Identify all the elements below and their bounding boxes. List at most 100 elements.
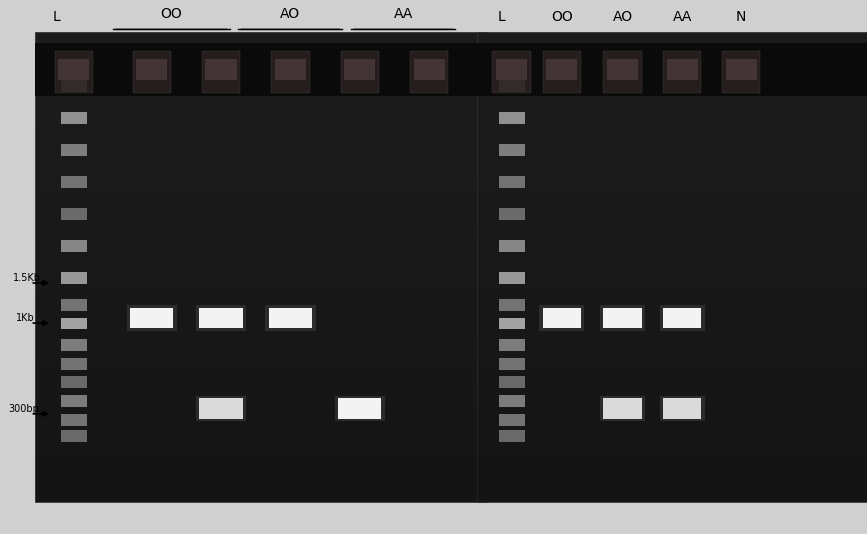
FancyBboxPatch shape xyxy=(61,112,87,124)
FancyBboxPatch shape xyxy=(477,220,867,244)
FancyBboxPatch shape xyxy=(61,272,87,284)
Text: AO: AO xyxy=(612,10,633,24)
FancyBboxPatch shape xyxy=(477,478,867,502)
FancyBboxPatch shape xyxy=(663,51,701,93)
FancyBboxPatch shape xyxy=(35,32,486,56)
FancyBboxPatch shape xyxy=(499,358,525,370)
FancyBboxPatch shape xyxy=(35,455,486,478)
FancyBboxPatch shape xyxy=(499,376,525,388)
FancyBboxPatch shape xyxy=(61,358,87,370)
FancyBboxPatch shape xyxy=(410,51,448,93)
FancyBboxPatch shape xyxy=(543,51,581,93)
FancyBboxPatch shape xyxy=(477,290,867,314)
FancyBboxPatch shape xyxy=(477,150,867,173)
Text: 1.5Kb: 1.5Kb xyxy=(13,273,41,282)
FancyBboxPatch shape xyxy=(477,337,867,361)
FancyBboxPatch shape xyxy=(499,414,525,426)
FancyBboxPatch shape xyxy=(35,431,486,455)
FancyBboxPatch shape xyxy=(499,299,525,311)
FancyBboxPatch shape xyxy=(543,308,581,328)
FancyBboxPatch shape xyxy=(61,80,87,92)
FancyBboxPatch shape xyxy=(61,318,87,329)
Text: OO: OO xyxy=(551,10,573,24)
FancyBboxPatch shape xyxy=(499,395,525,407)
FancyBboxPatch shape xyxy=(338,398,381,419)
FancyBboxPatch shape xyxy=(269,308,312,328)
FancyBboxPatch shape xyxy=(722,51,760,93)
FancyBboxPatch shape xyxy=(414,59,445,80)
Text: 1Kb: 1Kb xyxy=(16,313,35,323)
Text: L: L xyxy=(53,10,60,24)
FancyBboxPatch shape xyxy=(499,318,525,329)
FancyBboxPatch shape xyxy=(335,396,385,421)
FancyBboxPatch shape xyxy=(477,384,867,408)
FancyBboxPatch shape xyxy=(35,56,486,79)
FancyBboxPatch shape xyxy=(477,197,867,220)
FancyBboxPatch shape xyxy=(726,59,757,80)
FancyBboxPatch shape xyxy=(265,305,316,331)
FancyBboxPatch shape xyxy=(600,396,645,421)
FancyBboxPatch shape xyxy=(603,308,642,328)
FancyBboxPatch shape xyxy=(477,79,867,103)
FancyBboxPatch shape xyxy=(61,376,87,388)
FancyBboxPatch shape xyxy=(600,305,645,331)
FancyBboxPatch shape xyxy=(271,51,310,93)
FancyBboxPatch shape xyxy=(499,80,525,92)
FancyBboxPatch shape xyxy=(35,408,486,431)
FancyBboxPatch shape xyxy=(127,305,177,331)
FancyBboxPatch shape xyxy=(496,59,527,80)
FancyBboxPatch shape xyxy=(35,314,486,337)
FancyBboxPatch shape xyxy=(660,305,705,331)
FancyBboxPatch shape xyxy=(35,126,486,150)
FancyBboxPatch shape xyxy=(477,173,867,197)
FancyBboxPatch shape xyxy=(136,59,167,80)
FancyBboxPatch shape xyxy=(477,455,867,478)
FancyBboxPatch shape xyxy=(35,32,486,502)
FancyBboxPatch shape xyxy=(477,43,867,96)
Text: N: N xyxy=(736,10,746,24)
FancyBboxPatch shape xyxy=(61,430,87,442)
FancyBboxPatch shape xyxy=(202,51,240,93)
FancyBboxPatch shape xyxy=(546,59,577,80)
FancyBboxPatch shape xyxy=(477,314,867,337)
FancyBboxPatch shape xyxy=(603,398,642,419)
FancyBboxPatch shape xyxy=(61,299,87,311)
FancyBboxPatch shape xyxy=(61,414,87,426)
FancyBboxPatch shape xyxy=(477,103,867,126)
FancyBboxPatch shape xyxy=(35,103,486,126)
FancyBboxPatch shape xyxy=(660,396,705,421)
FancyBboxPatch shape xyxy=(35,290,486,314)
FancyBboxPatch shape xyxy=(499,240,525,252)
FancyBboxPatch shape xyxy=(61,240,87,252)
FancyBboxPatch shape xyxy=(477,32,867,502)
FancyBboxPatch shape xyxy=(61,339,87,351)
FancyBboxPatch shape xyxy=(607,59,638,80)
FancyBboxPatch shape xyxy=(61,144,87,156)
FancyBboxPatch shape xyxy=(499,112,525,124)
FancyBboxPatch shape xyxy=(130,308,173,328)
FancyBboxPatch shape xyxy=(35,478,486,502)
FancyBboxPatch shape xyxy=(341,51,379,93)
FancyBboxPatch shape xyxy=(499,208,525,220)
FancyBboxPatch shape xyxy=(35,197,486,220)
Text: 300bp: 300bp xyxy=(9,404,40,413)
FancyBboxPatch shape xyxy=(35,267,486,290)
FancyBboxPatch shape xyxy=(35,244,486,267)
Text: AO: AO xyxy=(280,7,301,21)
FancyBboxPatch shape xyxy=(35,220,486,244)
Text: OO: OO xyxy=(160,7,182,21)
Text: AA: AA xyxy=(673,10,692,24)
FancyBboxPatch shape xyxy=(199,398,243,419)
FancyBboxPatch shape xyxy=(61,176,87,188)
FancyBboxPatch shape xyxy=(477,56,867,79)
FancyBboxPatch shape xyxy=(61,395,87,407)
FancyBboxPatch shape xyxy=(35,173,486,197)
FancyBboxPatch shape xyxy=(603,51,642,93)
FancyBboxPatch shape xyxy=(539,305,584,331)
FancyBboxPatch shape xyxy=(667,59,698,80)
FancyBboxPatch shape xyxy=(499,430,525,442)
FancyBboxPatch shape xyxy=(61,208,87,220)
FancyBboxPatch shape xyxy=(663,308,701,328)
FancyBboxPatch shape xyxy=(35,43,486,96)
FancyBboxPatch shape xyxy=(499,144,525,156)
